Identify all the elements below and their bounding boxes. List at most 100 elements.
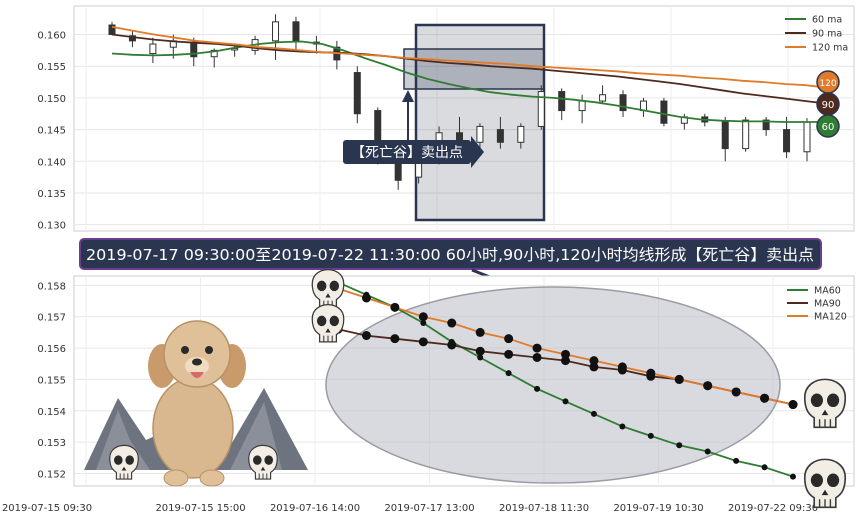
data-point xyxy=(646,368,656,378)
legend-item: MA60 xyxy=(787,286,841,297)
dog-body xyxy=(152,377,234,479)
dog-right-eye xyxy=(205,346,213,354)
svg-text:60: 60 xyxy=(822,122,835,133)
y-tick-label: 0.154 xyxy=(37,407,66,418)
data-point xyxy=(361,293,371,303)
svg-text:60 ma: 60 ma xyxy=(812,15,842,26)
legend-item: 60 ma xyxy=(785,15,842,26)
signal-label-box xyxy=(343,140,471,164)
x-tick-label: 2019-07-15 09:30 xyxy=(2,503,92,514)
data-point xyxy=(475,327,485,337)
candle xyxy=(599,85,607,105)
candle xyxy=(149,37,157,64)
bottom-y-axis: 0.152 0.153 0.154 0.155 0.156 0.157 0.158 xyxy=(37,281,66,480)
data-point xyxy=(361,331,371,341)
candle xyxy=(742,116,750,152)
data-point xyxy=(390,334,400,344)
data-point xyxy=(676,442,683,449)
buy-arrow-up xyxy=(402,90,414,140)
candle xyxy=(783,116,791,159)
signal-label-group: 【死亡谷】卖出点 xyxy=(343,136,484,168)
x-tick-label: 2019-07-17 13:00 xyxy=(384,503,474,514)
data-point xyxy=(475,346,485,356)
candle xyxy=(762,116,770,136)
data-point xyxy=(418,337,428,347)
data-point xyxy=(561,349,570,359)
signal-label: 【死亡谷】卖出点 xyxy=(351,145,463,161)
candle xyxy=(517,123,525,149)
data-point xyxy=(619,423,626,430)
bottom-legend: MA60 MA90 MA120 xyxy=(787,286,847,323)
x-tick-label: 2019-07-22 09:30 xyxy=(728,503,818,514)
data-point xyxy=(477,354,484,361)
candle xyxy=(721,116,729,162)
svg-text:120 ma: 120 ma xyxy=(812,43,848,54)
dog-tongue xyxy=(190,372,204,378)
dog-left-eye xyxy=(181,346,189,354)
candle xyxy=(660,97,668,127)
x-tick-label: 2019-07-19 10:30 xyxy=(613,503,703,514)
data-point xyxy=(590,410,597,417)
ma-line-ma90 xyxy=(111,33,828,105)
ma-badge: 90 xyxy=(816,92,840,116)
bottom-panel: 0.152 0.153 0.154 0.155 0.156 0.157 0.158 2019… xyxy=(2,268,855,514)
svg-text:90 ma: 90 ma xyxy=(812,29,842,40)
svg-text:120: 120 xyxy=(819,79,836,89)
top-y-axis: 0.130 0.135 0.140 0.145 0.150 0.155 0.160 xyxy=(37,31,66,232)
banner-box xyxy=(79,238,822,270)
top-legend: 60 ma 90 ma 120 ma xyxy=(785,15,848,54)
candle xyxy=(619,90,627,117)
data-point xyxy=(674,374,684,384)
dog-nose xyxy=(192,358,202,366)
moving-averages xyxy=(111,26,828,123)
x-tick-label: 2019-07-18 11:30 xyxy=(499,503,589,514)
data-point xyxy=(532,343,542,353)
data-point xyxy=(589,362,599,372)
y-tick-label: 0.152 xyxy=(37,469,66,480)
x-tick-label: 2019-07-16 14:00 xyxy=(270,503,360,514)
banner-text: 2019-07-17 09:30:00至2019-07-22 11:30:00 … xyxy=(86,246,814,264)
y-tick-label: 0.135 xyxy=(37,189,66,200)
legend-item: MA90 xyxy=(787,299,841,310)
data-point xyxy=(390,302,400,312)
y-tick-label: 0.145 xyxy=(37,126,66,137)
y-tick-label: 0.155 xyxy=(37,375,66,386)
data-point xyxy=(561,356,570,366)
legend-item: 120 ma xyxy=(785,43,848,54)
y-tick-label: 0.150 xyxy=(37,94,66,105)
y-tick-label: 0.158 xyxy=(37,281,66,292)
bottom-x-axis: 2019-07-15 09:30 2019-07-15 15:00 2019-07-… xyxy=(2,503,818,514)
highlight-ellipse xyxy=(325,286,781,484)
data-point xyxy=(505,370,512,377)
candle xyxy=(496,116,504,149)
ma-badge: 120 xyxy=(816,70,840,94)
data-point xyxy=(617,362,627,372)
x-tick-label: 2019-07-15 15:00 xyxy=(155,503,245,514)
svg-text:MA90: MA90 xyxy=(814,299,841,310)
y-tick-label: 0.157 xyxy=(37,313,66,324)
y-tick-label: 0.156 xyxy=(37,344,66,355)
ma-badge: 60 xyxy=(816,114,840,138)
svg-text:MA60: MA60 xyxy=(814,286,841,297)
ma-lines xyxy=(333,279,798,480)
data-point xyxy=(418,312,428,322)
dog-head xyxy=(163,320,231,388)
legend-item: 90 ma xyxy=(785,29,842,40)
svg-text:MA120: MA120 xyxy=(814,312,847,323)
svg-text:90: 90 xyxy=(822,100,835,111)
candle xyxy=(558,88,566,121)
signal-arrow-right xyxy=(471,136,484,168)
data-point xyxy=(562,398,569,405)
candle xyxy=(128,31,136,48)
series-ma60 xyxy=(335,279,796,480)
data-point xyxy=(420,320,427,327)
data-point xyxy=(761,464,768,471)
y-tick-label: 0.140 xyxy=(37,157,66,168)
data-point xyxy=(704,448,711,455)
data-point xyxy=(534,385,541,392)
y-tick-label: 0.153 xyxy=(37,438,66,449)
data-point xyxy=(504,334,514,344)
legend-item: MA120 xyxy=(787,312,847,323)
candle xyxy=(353,66,361,124)
